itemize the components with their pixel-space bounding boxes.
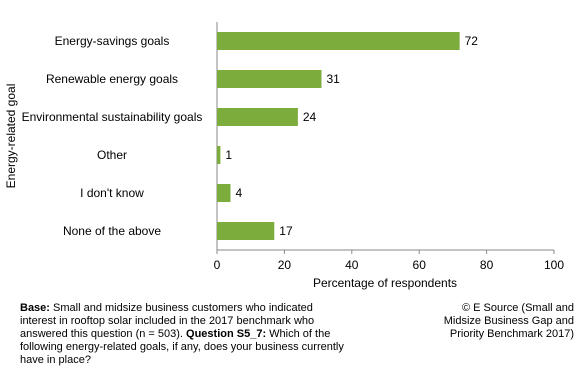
y-tick-label: Environmental sustainability goals [21, 110, 203, 124]
bar [217, 32, 460, 50]
source: © E Source (Small and Midsize Business G… [443, 302, 574, 340]
x-tick-label: 40 [345, 258, 359, 272]
value-label: 24 [303, 110, 317, 124]
y-axis-title: Energy-related goal [4, 84, 18, 189]
footnote: Base: Small and midsize business custome… [20, 302, 350, 367]
y-tick-label: Other [96, 148, 127, 162]
base-label: Base: [20, 302, 50, 314]
bar [217, 108, 298, 126]
bar [217, 146, 221, 164]
question-label: Question S5_7: [186, 328, 267, 340]
value-label: 4 [235, 186, 242, 200]
chart: Energy-related goal Percentage of respon… [4, 22, 564, 290]
x-tick-label: 80 [480, 258, 494, 272]
y-tick-label: Renewable energy goals [45, 72, 179, 86]
y-tick-label: I don't know [80, 186, 144, 200]
bar [217, 222, 275, 240]
x-axis-title: Percentage of respondents [313, 276, 457, 290]
x-tick-label: 100 [544, 258, 564, 272]
y-tick-label: Energy-savings goals [54, 34, 170, 48]
value-label: 72 [465, 34, 479, 48]
bar [217, 184, 231, 202]
x-tick-label: 60 [413, 258, 427, 272]
value-label: 1 [225, 148, 232, 162]
question-text: Which of the following energy-related go… [20, 328, 344, 366]
base-text: Small and midsize business customers who… [20, 302, 315, 340]
value-label: 17 [279, 224, 293, 238]
y-tick-label: None of the above [62, 224, 162, 238]
x-tick-label: 0 [214, 258, 221, 272]
bar [217, 70, 322, 88]
x-tick-label: 20 [278, 258, 292, 272]
value-label: 31 [326, 72, 340, 86]
